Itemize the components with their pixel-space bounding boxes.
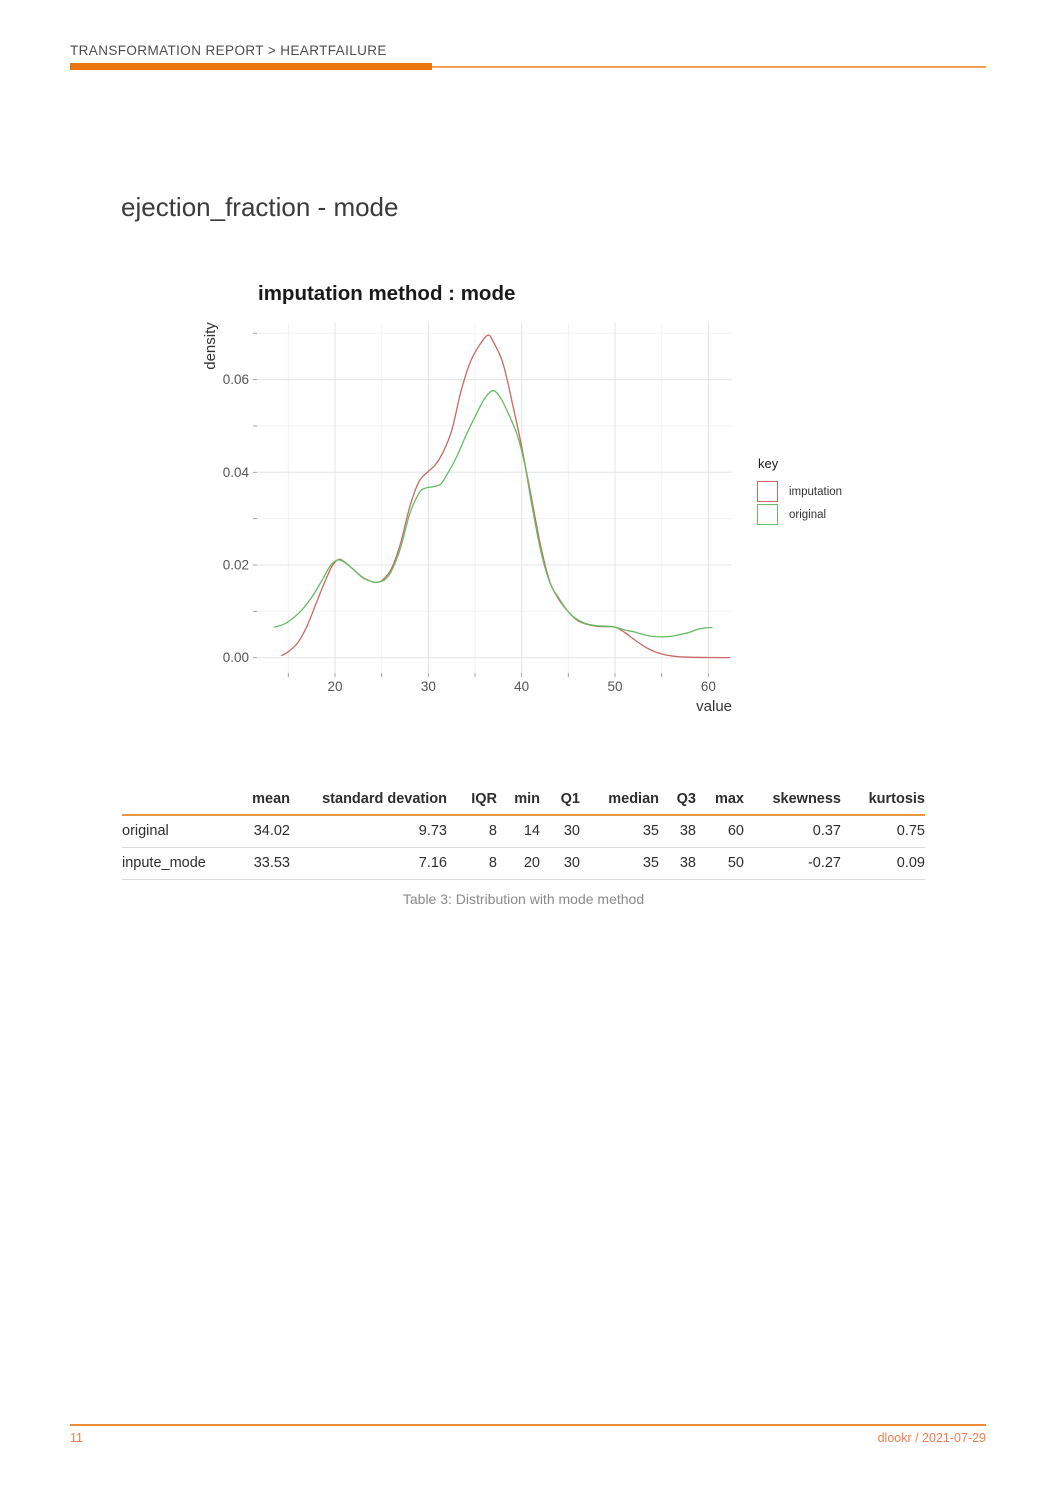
legend-label: imputation (789, 485, 843, 498)
table-cell: 50 (696, 847, 744, 880)
table-cell: 9.73 (290, 815, 447, 848)
x-tick-label: 50 (607, 679, 622, 694)
imputation-curve (281, 334, 731, 659)
table-cell: 0.09 (841, 847, 925, 880)
original-curve (273, 390, 713, 638)
legend-swatch-original-icon (757, 504, 778, 525)
table-header-cell: skewness (744, 787, 841, 816)
grid-major (257, 323, 732, 673)
grid-minor (257, 323, 732, 673)
header-underline-thick (70, 63, 432, 70)
legend-swatch-imputation-icon (757, 481, 778, 502)
chart-title: imputation method : mode (258, 282, 515, 305)
table-header-cell: Q3 (659, 787, 696, 816)
y-tick-label: 0.04 (223, 465, 250, 480)
y-axis-label: density (202, 322, 219, 370)
table-row: inpute_mode 33.53 7.16 8 20 30 35 38 50 -0.27 0.09 (122, 847, 925, 880)
table-cell: 30 (540, 815, 580, 848)
stats-table-header: mean standard devation IQR min Q1 median Q3 max… (122, 787, 925, 816)
page-title: ejection_fraction - mode (121, 192, 399, 222)
table-cell: 38 (659, 847, 696, 880)
x-tick-label: 40 (514, 679, 529, 694)
axis-ticks (253, 332, 709, 677)
chart-legend: key imputation original (757, 456, 842, 526)
table-header-cell: median (580, 787, 659, 816)
table-header-cell: Q1 (540, 787, 580, 816)
table-cell: 8 (447, 815, 497, 848)
table-cell: 0.37 (744, 815, 841, 848)
y-tick-label: 0.00 (223, 650, 249, 665)
legend-item-imputation: imputation (757, 480, 842, 503)
table-cell: 14 (497, 815, 540, 848)
stats-table: mean standard devation IQR min Q1 median Q3 max… (122, 787, 925, 880)
x-axis-label: value (696, 698, 732, 715)
table-cell: 8 (447, 847, 497, 880)
table-header-cell: min (497, 787, 540, 816)
x-tick-label: 30 (421, 679, 436, 694)
table-cell: -0.27 (744, 847, 841, 880)
legend-label: original (789, 508, 827, 521)
table-cell: inpute_mode (122, 847, 237, 880)
table-cell: 0.75 (841, 815, 925, 848)
table-cell: original (122, 815, 237, 848)
table-cell: 33.53 (237, 847, 290, 880)
y-tick-label: 0.02 (223, 558, 249, 573)
header-underline-thin (70, 66, 986, 68)
x-tick-label: 20 (327, 679, 342, 694)
legend-item-original: original (757, 503, 842, 526)
table-header-cell: kurtosis (841, 787, 925, 816)
table-cell: 35 (580, 847, 659, 880)
legend-title: key (758, 456, 779, 471)
table-cell: 35 (580, 815, 659, 848)
footer-page-number: 11 (70, 1431, 83, 1445)
x-tick-label: 60 (701, 679, 716, 694)
table-cell: 34.02 (237, 815, 290, 848)
table-header-cell: standard devation (290, 787, 447, 816)
table-cell: 38 (659, 815, 696, 848)
table-row: original 34.02 9.73 8 14 30 35 38 60 0.37 0.75 (122, 815, 925, 848)
table-header-cell: mean (237, 787, 290, 816)
table-cell: 7.16 (290, 847, 447, 880)
table-header-cell: IQR (447, 787, 497, 816)
table-cell: 60 (696, 815, 744, 848)
y-tick-label: 0.06 (223, 372, 249, 387)
table-cell: 30 (540, 847, 580, 880)
table-caption: Table 3: Distribution with mode method (402, 891, 645, 907)
table-cell: 20 (497, 847, 540, 880)
density-chart: 0.00 0.02 0.04 0.06 20 30 40 50 60 density value im… (202, 282, 732, 715)
breadcrumb: TRANSFORMATION REPORT > HEARTFAILURE (70, 43, 387, 58)
table-header-cell: max (696, 787, 744, 816)
table-header-cell (122, 787, 237, 816)
footer-source: dlookr / 2021-07-29 (877, 1431, 986, 1445)
footer-rule (70, 1424, 986, 1426)
